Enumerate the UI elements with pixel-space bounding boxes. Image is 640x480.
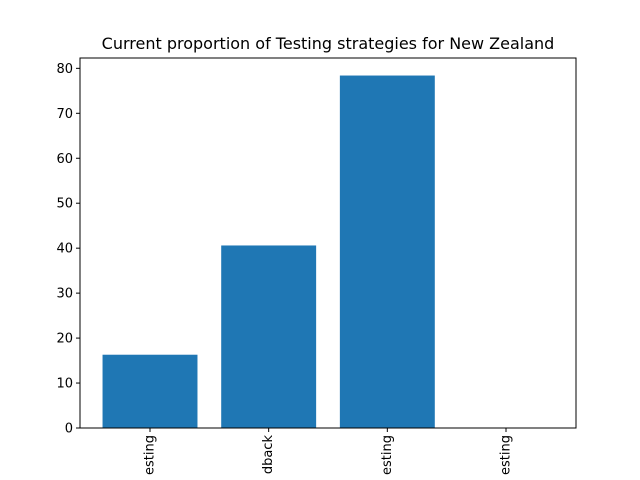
x-tick-label: esting — [380, 435, 395, 475]
plot-frame — [79, 57, 577, 429]
y-tick-label: 40 — [56, 242, 73, 257]
y-tick-label: 10 — [56, 377, 73, 392]
y-tick-label: 0 — [65, 422, 73, 437]
y-tick-label: 20 — [56, 332, 73, 347]
x-tick-label: esting — [498, 435, 513, 475]
bar — [221, 245, 317, 428]
x-tick-label: esting — [143, 435, 158, 475]
y-tick-label: 50 — [56, 197, 73, 212]
x-tick-label: dback — [261, 435, 276, 475]
bar — [339, 75, 435, 428]
y-axis: 0 10 20 30 40 50 60 70 80 — [56, 62, 80, 437]
chart-title: Current proportion of Testing strategies… — [102, 34, 555, 53]
y-tick-label: 60 — [56, 152, 73, 167]
bars-group — [102, 75, 435, 428]
y-tick-label: 30 — [56, 287, 73, 302]
bar — [102, 354, 198, 428]
y-tick-label: 70 — [56, 107, 73, 122]
y-tick-label: 80 — [56, 62, 73, 77]
x-axis: esting dback esting esting — [143, 428, 513, 475]
